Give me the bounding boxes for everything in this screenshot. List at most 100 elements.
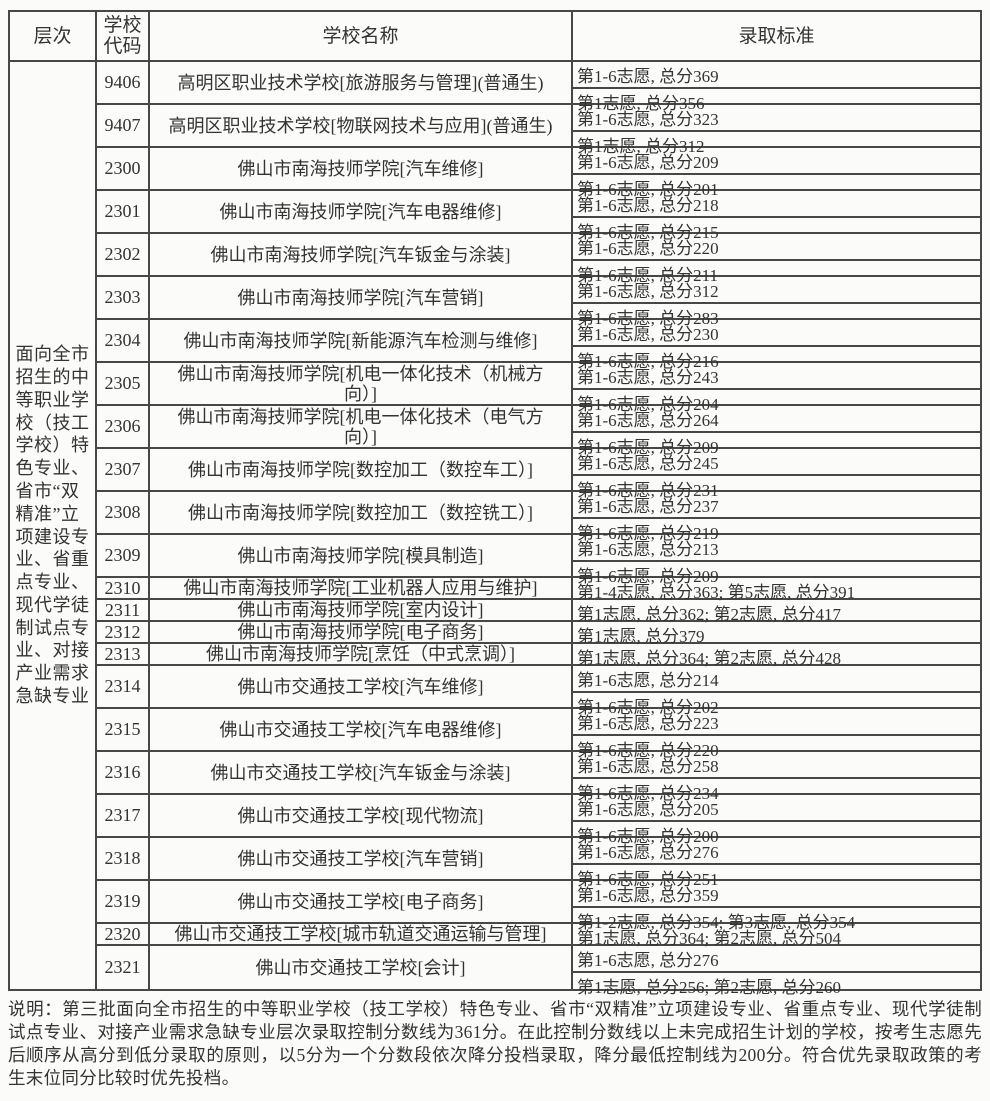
school-code-cell: 2312 (97, 622, 150, 642)
criteria-line: 第1-6志愿, 总分312 (573, 277, 980, 304)
school-code-cell: 2301 (97, 191, 150, 232)
table-header-row: 层次 学校 代码 学校名称 录取标准 (10, 12, 980, 62)
header-level: 层次 (10, 12, 97, 60)
admission-criteria-cell: 第1-6志愿, 总分258 第1-6志愿, 总分234 (573, 752, 980, 803)
table-body: 面向全市 招生的中 等职业学 校（技工 学校）特 色专业、 省市“双 精准”立 … (10, 62, 980, 997)
school-name-cell: 佛山市南海技师学院[汽车电器维修] (150, 191, 573, 232)
table-row: 2309 佛山市南海技师学院[模具制造] 第1-6志愿, 总分213 第1-6志愿, … (97, 535, 980, 586)
criteria-line: 第1志愿, 总分364; 第2志愿, 总分504 (577, 929, 841, 948)
table-row: 2318 佛山市交通技工学校[汽车营销] 第1-6志愿, 总分276 第1-6志愿, … (97, 838, 980, 889)
table-row: 2315 佛山市交通技工学校[汽车电器维修] 第1-6志愿, 总分223 第1-6志愿… (97, 709, 980, 760)
school-name-cell: 佛山市南海技师学院[汽车钣金与涂装] (150, 234, 573, 275)
table-row: 2313 佛山市南海技师学院[烹饪（中式烹调）] 第1志愿, 总分364; 第2志愿… (97, 644, 980, 668)
admission-criteria-cell: 第1-6志愿, 总分209 第1-6志愿, 总分201 (573, 148, 980, 199)
school-name-cell: 佛山市交通技工学校[电子商务] (150, 881, 573, 922)
criteria-line: 第1-6志愿, 总分283 (577, 309, 719, 328)
school-name-cell: 佛山市南海技师学院[新能源汽车检测与维修] (150, 320, 573, 361)
admission-criteria-cell: 第1-6志愿, 总分214 第1-6志愿, 总分202 (573, 666, 980, 717)
admission-criteria-cell: 第1-6志愿, 总分243 第1-6志愿, 总分204 (573, 363, 980, 414)
criteria-line: 第1-2志愿, 总分354; 第3志愿, 总分354 (577, 913, 856, 932)
criteria-line: 第1-6志愿, 总分213 (573, 535, 980, 562)
table-row: 2311 佛山市南海技师学院[室内设计] 第1志愿, 总分362; 第2志愿, 总分… (97, 600, 980, 624)
criteria-line: 第1-6志愿, 总分243 (573, 363, 980, 390)
table-row: 2320 佛山市交通技工学校[城市轨道交通运输与管理] 第1志愿, 总分364; 第… (97, 924, 980, 948)
table-row: 2302 佛山市南海技师学院[汽车钣金与涂装] 第1-6志愿, 总分220 第1-6志… (97, 234, 980, 285)
table-row: 2310 佛山市南海技师学院[工业机器人应用与维护] 第1-4志愿, 总分363; … (97, 578, 980, 602)
table-row: 2301 佛山市南海技师学院[汽车电器维修] 第1-6志愿, 总分218 第1-6志愿… (97, 191, 980, 242)
table-row: 2307 佛山市南海技师学院[数控加工（数控车工）] 第1-6志愿, 总分245 第1… (97, 449, 980, 500)
criteria-line: 第1-6志愿, 总分231 (577, 481, 719, 500)
school-name-cell: 佛山市南海技师学院[电子商务] (150, 622, 573, 642)
school-code-cell: 2304 (97, 320, 150, 361)
criteria-line: 第1-6志愿, 总分209 (577, 438, 719, 457)
criteria-line: 第1-6志愿, 总分215 (577, 223, 719, 242)
admission-criteria-cell: 第1志愿, 总分362; 第2志愿, 总分417 (573, 600, 980, 624)
school-rows-container: 9406 高明区职业技术学校[旅游服务与管理](普通生) 第1-6志愿, 总分369… (97, 62, 980, 997)
school-name-cell: 佛山市南海技师学院[汽车维修] (150, 148, 573, 189)
school-name-cell: 佛山市交通技工学校[城市轨道交通运输与管理] (150, 924, 573, 944)
school-code-cell: 2315 (97, 709, 150, 750)
school-name-cell: 佛山市南海技师学院[模具制造] (150, 535, 573, 576)
school-name-cell: 佛山市交通技工学校[会计] (150, 946, 573, 989)
admission-criteria-cell: 第1-6志愿, 总分245 第1-6志愿, 总分231 (573, 449, 980, 500)
school-code-cell: 2319 (97, 881, 150, 922)
school-name-cell: 高明区职业技术学校[旅游服务与管理](普通生) (150, 62, 573, 103)
criteria-line: 第1-6志愿, 总分202 (577, 698, 719, 717)
school-code-cell: 2316 (97, 752, 150, 793)
admission-standards-table: 层次 学校 代码 学校名称 录取标准 面向全市 招生的中 等职业学 校（技工 学… (8, 10, 982, 997)
table-row: 2319 佛山市交通技工学校[电子商务] 第1-6志愿, 总分359 第1-2志愿, … (97, 881, 980, 932)
criteria-line: 第1志愿, 总分356 (577, 94, 705, 113)
criteria-line: 第1-6志愿, 总分201 (577, 180, 719, 199)
table-row: 2316 佛山市交通技工学校[汽车钣金与涂装] 第1-6志愿, 总分258 第1-6志… (97, 752, 980, 803)
school-code-cell: 2311 (97, 600, 150, 620)
criteria-line: 第1-6志愿, 总分209 (577, 567, 719, 586)
school-code-cell: 9406 (97, 62, 150, 103)
school-name-cell: 佛山市交通技工学校[汽车维修] (150, 666, 573, 707)
school-name-cell: 佛山市南海技师学院[数控加工（数控铣工）] (150, 492, 573, 533)
admission-criteria-cell: 第1-6志愿, 总分220 第1-6志愿, 总分211 (573, 234, 980, 285)
table-row: 2305 佛山市南海技师学院[机电一体化技术（机械方 向）] 第1-6志愿, 总分2… (97, 363, 980, 414)
criteria-line: 第1-6志愿, 总分323 (573, 105, 980, 132)
criteria-line: 第1-6志愿, 总分276 (573, 838, 980, 865)
criteria-line: 第1志愿, 总分379 (577, 627, 705, 646)
school-name-cell: 佛山市南海技师学院[烹饪（中式烹调）] (150, 644, 573, 664)
table-row: 2300 佛山市南海技师学院[汽车维修] 第1-6志愿, 总分209 第1-6志愿, … (97, 148, 980, 199)
criteria-line: 第1-6志愿, 总分276 (573, 946, 980, 973)
admission-criteria-cell: 第1-6志愿, 总分218 第1-6志愿, 总分215 (573, 191, 980, 242)
criteria-line: 第1-6志愿, 总分251 (577, 870, 719, 889)
criteria-line: 第1-6志愿, 总分369 (573, 62, 980, 89)
admission-criteria-cell: 第1-4志愿, 总分363; 第5志愿, 总分391 (573, 578, 980, 602)
table-row: 2304 佛山市南海技师学院[新能源汽车检测与维修] 第1-6志愿, 总分230 第1… (97, 320, 980, 371)
school-name-cell: 佛山市交通技工学校[汽车营销] (150, 838, 573, 879)
school-code-cell: 2307 (97, 449, 150, 490)
criteria-line: 第1-6志愿, 总分234 (577, 784, 719, 803)
table-row: 2308 佛山市南海技师学院[数控加工（数控铣工）] 第1-6志愿, 总分237 第1… (97, 492, 980, 543)
table-row: 2306 佛山市南海技师学院[机电一体化技术（电气方 向）] 第1-6志愿, 总分2… (97, 406, 980, 457)
school-name-cell: 佛山市南海技师学院[室内设计] (150, 600, 573, 620)
school-code-cell: 2314 (97, 666, 150, 707)
school-code-cell: 2308 (97, 492, 150, 533)
school-name-cell: 高明区职业技术学校[物联网技术与应用](普通生) (150, 105, 573, 146)
admission-criteria-cell: 第1-6志愿, 总分230 第1-6志愿, 总分216 (573, 320, 980, 371)
criteria-line: 第1-6志愿, 总分220 (577, 741, 719, 760)
admission-criteria-cell: 第1-6志愿, 总分312 第1-6志愿, 总分283 (573, 277, 980, 328)
school-code-cell: 2313 (97, 644, 150, 664)
criteria-line: 第1-6志愿, 总分237 (573, 492, 980, 519)
school-code-cell: 2321 (97, 946, 150, 989)
school-name-cell: 佛山市交通技工学校[汽车电器维修] (150, 709, 573, 750)
school-name-cell: 佛山市交通技工学校[汽车钣金与涂装] (150, 752, 573, 793)
criteria-line: 第1-6志愿, 总分219 (577, 524, 719, 543)
school-name-cell: 佛山市南海技师学院[汽车营销] (150, 277, 573, 318)
school-code-cell: 2310 (97, 578, 150, 598)
admission-criteria-cell: 第1-6志愿, 总分369 第1志愿, 总分356 (573, 62, 980, 113)
school-code-cell: 9407 (97, 105, 150, 146)
school-code-cell: 2305 (97, 363, 150, 404)
header-school-code: 学校 代码 (97, 12, 150, 60)
admission-criteria-cell: 第1-6志愿, 总分205 第1-6志愿, 总分200 (573, 795, 980, 846)
school-code-cell: 2303 (97, 277, 150, 318)
table-row: 9406 高明区职业技术学校[旅游服务与管理](普通生) 第1-6志愿, 总分369… (97, 62, 980, 113)
school-code-cell: 2306 (97, 406, 150, 447)
criteria-line: 第1志愿, 总分362; 第2志愿, 总分417 (577, 605, 841, 624)
school-code-cell: 2302 (97, 234, 150, 275)
school-code-cell: 2320 (97, 924, 150, 944)
